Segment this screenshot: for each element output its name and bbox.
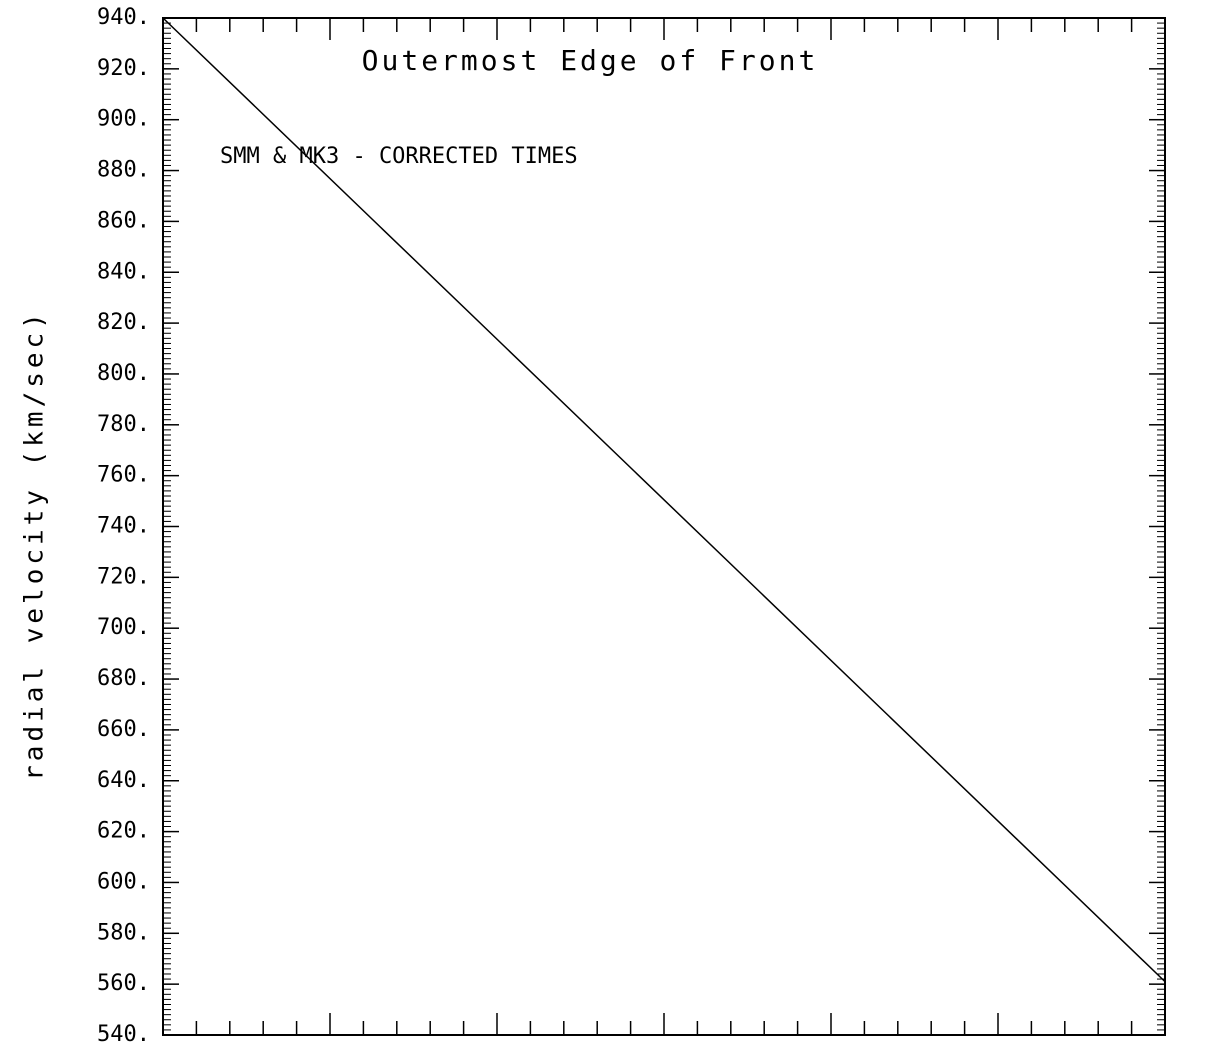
y-tick-label: 780. <box>97 412 150 437</box>
y-tick-label: 720. <box>97 564 150 589</box>
y-tick-label: 600. <box>97 869 150 894</box>
y-tick-label: 660. <box>97 717 150 742</box>
chart-title: Outermost Edge of Front <box>362 44 819 77</box>
y-tick-label: 840. <box>97 259 150 284</box>
y-tick-label: 800. <box>97 361 150 386</box>
y-tick-label: 740. <box>97 514 150 539</box>
y-tick-label: 680. <box>97 666 150 691</box>
y-tick-label: 540. <box>97 1022 150 1047</box>
y-axis-label: radial velocity (km/sec) <box>20 309 50 781</box>
y-tick-label: 880. <box>97 158 150 183</box>
y-tick-label: 620. <box>97 819 150 844</box>
series-line <box>162 17 1166 983</box>
plot-frame <box>162 17 1166 1036</box>
y-tick-label: 640. <box>97 768 150 793</box>
y-tick-label: 580. <box>97 920 150 945</box>
y-tick-label: 940. <box>97 5 150 30</box>
annotation: SMM & MK3 - CORRECTED TIMES <box>220 144 578 169</box>
y-tick-label: 860. <box>97 208 150 233</box>
y-tick-label: 920. <box>97 56 150 81</box>
y-tick-label: 820. <box>97 310 150 335</box>
y-tick-label: 900. <box>97 107 150 132</box>
y-tick-label: 560. <box>97 971 150 996</box>
y-tick-label: 700. <box>97 615 150 640</box>
y-tick-label: 760. <box>97 463 150 488</box>
